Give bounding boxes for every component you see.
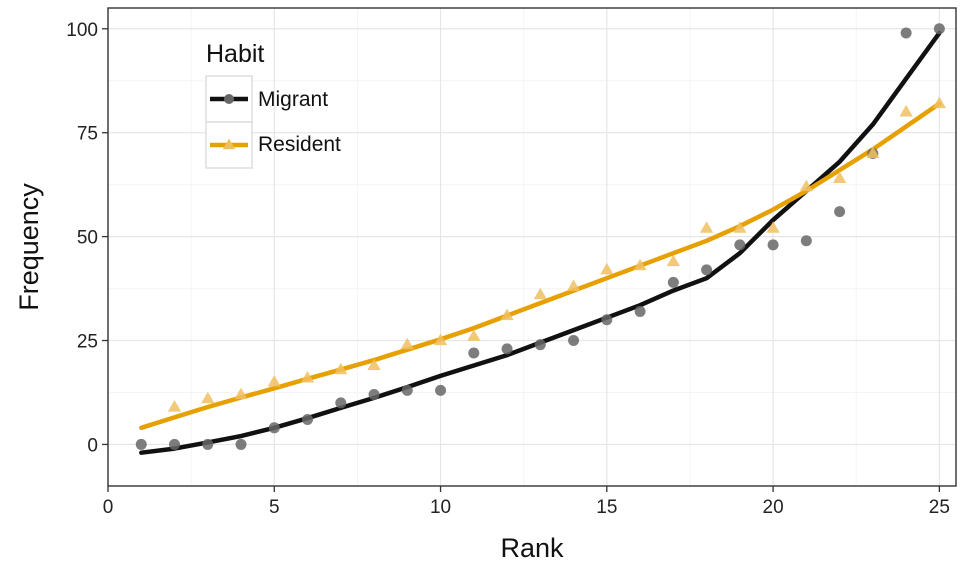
point-migrant — [401, 384, 413, 396]
point-migrant — [534, 339, 546, 351]
legend-title: Habit — [206, 40, 264, 68]
point-migrant — [368, 389, 380, 401]
point-resident — [566, 279, 581, 291]
point-resident — [899, 104, 913, 117]
point-resident — [633, 258, 647, 271]
point-resident — [500, 308, 514, 321]
x-tick-label: 15 — [596, 497, 617, 518]
point-resident — [334, 362, 348, 375]
point-resident — [234, 387, 248, 400]
point-migrant — [568, 335, 580, 347]
y-axis-title: Frequency — [14, 183, 44, 311]
legend-label-migrant: Migrant — [258, 88, 328, 111]
point-migrant — [335, 397, 347, 409]
point-resident — [367, 358, 381, 370]
point-migrant — [135, 438, 147, 450]
x-tick-label: 25 — [929, 497, 950, 518]
point-resident — [666, 254, 680, 267]
point-resident — [699, 221, 714, 233]
point-resident — [766, 221, 780, 233]
x-tick-label: 20 — [763, 497, 784, 518]
point-migrant — [933, 23, 945, 35]
y-tick-label: 0 — [87, 435, 98, 456]
y-tick-label: 75 — [77, 124, 98, 145]
point-resident — [833, 171, 847, 183]
data-points — [135, 23, 946, 450]
point-resident — [932, 96, 946, 109]
point-migrant — [202, 438, 214, 450]
point-resident — [799, 179, 813, 192]
point-migrant — [435, 384, 447, 396]
point-resident — [433, 333, 448, 346]
point-migrant — [601, 314, 613, 326]
point-resident — [267, 375, 281, 387]
point-migrant — [767, 239, 779, 251]
y-tick-label: 25 — [77, 332, 98, 353]
plot-frame — [107, 7, 957, 487]
point-migrant — [302, 413, 314, 425]
x-axis-title: Rank — [500, 533, 564, 562]
point-resident — [400, 337, 414, 350]
point-resident — [467, 329, 481, 341]
x-tick-label: 0 — [103, 497, 114, 518]
axes: 0 5 10 15 20 25 0 25 50 75 100 — [66, 20, 950, 518]
point-resident — [866, 146, 880, 158]
point-migrant — [667, 276, 679, 288]
point-resident — [600, 262, 614, 275]
y-tick-label: 100 — [66, 20, 98, 41]
point-migrant — [734, 239, 746, 251]
point-migrant — [634, 305, 646, 317]
point-migrant — [701, 264, 713, 276]
point-migrant — [900, 27, 912, 39]
legend-marker-resident — [222, 138, 236, 150]
point-resident — [300, 370, 315, 383]
legend-marker-migrant — [224, 94, 234, 104]
point-migrant — [235, 438, 247, 450]
y-tick-label: 50 — [77, 228, 98, 249]
legend-label-resident: Resident — [258, 133, 341, 156]
point-resident — [167, 400, 182, 412]
point-resident — [201, 391, 215, 404]
point-migrant — [834, 206, 846, 218]
x-tick-label: 5 — [269, 497, 280, 518]
point-migrant — [268, 422, 280, 434]
point-migrant — [169, 438, 181, 450]
point-migrant — [800, 235, 812, 247]
legend-key-marks — [210, 94, 248, 150]
point-migrant — [468, 347, 480, 359]
legend: Habit Migrant Resident — [205, 40, 341, 169]
x-tick-label: 10 — [430, 497, 451, 518]
point-resident — [733, 221, 747, 233]
point-migrant — [501, 343, 513, 355]
point-resident — [533, 287, 547, 300]
